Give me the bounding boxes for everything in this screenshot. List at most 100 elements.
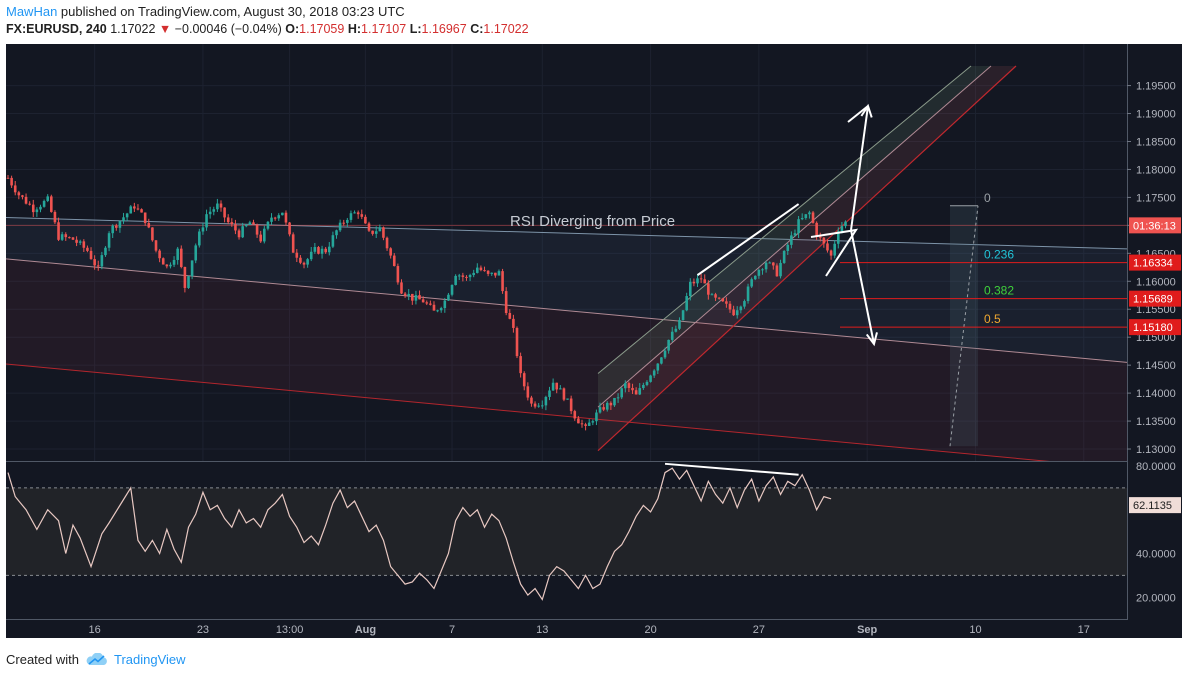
candle-body xyxy=(161,258,165,265)
candle-body xyxy=(800,218,804,220)
candle-body xyxy=(818,236,822,238)
price-tick-label: 1.14500 xyxy=(1136,360,1176,372)
price-tick-label: 1.13000 xyxy=(1136,444,1176,456)
candle-body xyxy=(670,331,674,340)
candle-body xyxy=(331,235,335,247)
price-label-text: 01:36:13 xyxy=(1133,220,1176,232)
candle-body xyxy=(540,405,544,407)
candle-body xyxy=(559,388,562,390)
price-label-text: 1.15180 xyxy=(1133,322,1173,334)
candle-body xyxy=(577,418,580,424)
candle-body xyxy=(717,297,721,299)
ohlc-high-label: H: xyxy=(347,22,362,36)
candle-body xyxy=(775,265,779,277)
candle-body xyxy=(198,231,201,246)
candle-body xyxy=(804,214,808,219)
candle-body xyxy=(291,234,295,253)
candle-body xyxy=(219,203,223,208)
candle-body xyxy=(201,227,205,232)
publication-info: MawHan published on TradingView.com, Aug… xyxy=(6,4,405,19)
price-tick-label: 1.19000 xyxy=(1136,109,1176,121)
candle-body xyxy=(739,306,743,311)
candle-body xyxy=(732,309,735,316)
candle-body xyxy=(24,196,28,204)
axes: 1.195001.190001.185001.180001.175001.170… xyxy=(6,44,1182,638)
candle-body xyxy=(281,212,284,216)
candle-body xyxy=(634,390,638,395)
price-label-text: 1.15689 xyxy=(1133,294,1173,306)
candle-body xyxy=(360,214,364,217)
author-link[interactable]: MawHan xyxy=(6,4,58,19)
candle-body xyxy=(17,192,21,196)
price-tick-label: 1.17500 xyxy=(1136,192,1176,204)
candle-body xyxy=(692,281,696,284)
candle-body xyxy=(158,250,161,259)
candle-body xyxy=(147,223,151,228)
candle-body xyxy=(479,267,483,271)
candle-body xyxy=(50,196,53,212)
candle-body xyxy=(252,222,255,225)
candle-body xyxy=(544,396,548,406)
candle-body xyxy=(595,412,598,422)
candle-body xyxy=(631,387,634,391)
candle-body xyxy=(811,212,815,223)
candle-body xyxy=(82,241,86,248)
candle-body xyxy=(562,388,566,400)
chart-canvas[interactable]: 0 0.236 0.382 0.5 RSI Diverging from Price 1… xyxy=(6,44,1182,638)
time-tick-label: 17 xyxy=(1078,624,1090,636)
candle-body xyxy=(457,275,461,277)
price-trendline xyxy=(696,203,800,276)
candle-body xyxy=(439,308,443,311)
time-tick-label: 20 xyxy=(644,624,656,636)
candle-body xyxy=(826,243,829,251)
candle-body xyxy=(317,247,320,254)
time-tick-label: 13 xyxy=(536,624,548,636)
candle-body xyxy=(728,303,732,310)
candle-body xyxy=(234,224,237,231)
candle-body xyxy=(476,267,479,273)
tradingview-link[interactable]: TradingView xyxy=(85,652,186,667)
price-label-text: 1.16334 xyxy=(1133,258,1173,270)
candle-body xyxy=(205,214,208,228)
candle-body xyxy=(681,310,685,321)
candle-body xyxy=(425,302,429,304)
fib-level-label: 0 xyxy=(984,191,991,205)
candle-body xyxy=(555,382,559,390)
candle-body xyxy=(353,212,356,214)
candle-body xyxy=(768,262,772,264)
candle-body xyxy=(757,269,761,276)
candle-body xyxy=(645,381,649,385)
candle-body xyxy=(71,237,75,240)
candle-body xyxy=(703,279,707,284)
candle-body xyxy=(208,211,212,215)
candle-body xyxy=(642,384,645,389)
price-label-box xyxy=(1129,254,1181,271)
candle-body xyxy=(609,402,613,406)
candle-body xyxy=(244,224,248,227)
candle-body xyxy=(721,298,725,302)
last-price: 1.17022 xyxy=(110,22,156,36)
candle-body xyxy=(764,262,768,270)
ohlc-close-label: C: xyxy=(470,22,484,36)
candle-body xyxy=(580,423,584,425)
candle-body xyxy=(396,266,400,283)
candle-body xyxy=(526,386,530,398)
candle-body xyxy=(179,248,183,267)
candle-body xyxy=(273,217,277,219)
candle-body xyxy=(450,284,454,295)
candle-body xyxy=(674,328,678,332)
candle-body xyxy=(93,259,96,266)
candle-body xyxy=(10,177,13,186)
candle-body xyxy=(143,212,147,224)
candle-body xyxy=(461,275,465,277)
candle-body xyxy=(378,227,382,232)
rsi-tick-label: 20.0000 xyxy=(1136,592,1176,604)
candle-body xyxy=(522,373,526,387)
candle-body xyxy=(443,300,447,309)
chart-svg[interactable]: 0 0.236 0.382 0.5 RSI Diverging from Price 1… xyxy=(6,44,1182,638)
price-tick-label: 1.13500 xyxy=(1136,416,1176,428)
candle-body xyxy=(483,270,486,272)
candle-body xyxy=(39,206,42,210)
candle-body xyxy=(6,177,10,179)
candle-body xyxy=(790,235,793,245)
